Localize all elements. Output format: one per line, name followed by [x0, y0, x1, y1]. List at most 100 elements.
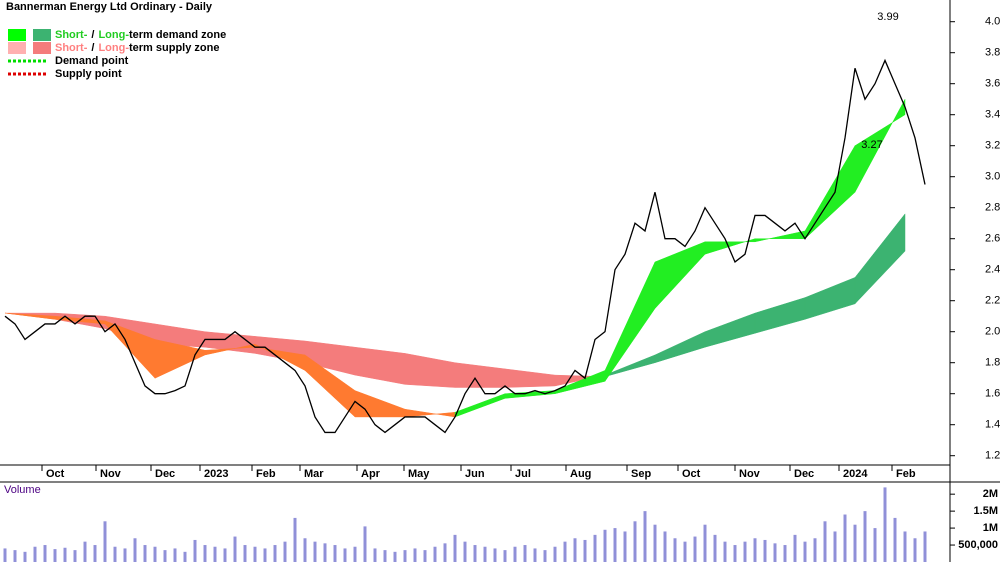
legend-text: Long- [98, 42, 129, 54]
annotation: 3.99 [877, 11, 898, 23]
y-tick-label: 1.8 [985, 357, 1000, 369]
volume-bar [793, 534, 797, 562]
volume-bar [663, 531, 667, 562]
legend-text: term supply zone [129, 42, 219, 54]
volume-bar [203, 545, 207, 562]
legend-swatch [8, 29, 26, 41]
volume-bar [783, 545, 787, 562]
y-tick-label: 3.6 [985, 78, 1000, 90]
legend-swatch [33, 29, 51, 41]
volume-bar [733, 545, 737, 562]
volume-bar [743, 541, 747, 562]
y-tick-label: 2.0 [985, 326, 1000, 338]
volume-bar [713, 534, 717, 562]
y-tick-label: 2.2 [985, 295, 1000, 307]
y-tick-label: 1.6 [985, 388, 1000, 400]
volume-bar [903, 531, 907, 562]
volume-bar [683, 541, 687, 562]
legend-text: term demand zone [129, 29, 226, 41]
x-tick-label: 2024 [843, 468, 868, 480]
legend-label: Demand point [55, 55, 129, 67]
volume-bar [463, 541, 467, 562]
y-tick-label: 4.0 [985, 16, 1000, 28]
x-tick-label: Sep [631, 468, 651, 480]
volume-bar [423, 550, 427, 562]
volume-bar [383, 550, 387, 562]
volume-bar [3, 548, 7, 562]
volume-bar [563, 541, 567, 562]
volume-bar [593, 534, 597, 562]
volume-bar [573, 538, 577, 562]
volume-tick-label: 1M [983, 522, 998, 534]
volume-bar [393, 551, 397, 562]
volume-bar [243, 545, 247, 562]
price-line [4, 58, 926, 434]
volume-bar [553, 546, 557, 562]
volume-bar [103, 521, 107, 562]
volume-bar [853, 524, 857, 562]
x-tick-label: Oct [682, 468, 701, 480]
volume-bar [913, 538, 917, 562]
x-tick-label: Aug [570, 468, 591, 480]
volume-bar [73, 550, 77, 562]
volume-title: Volume [4, 484, 41, 496]
volume-bar [883, 487, 887, 562]
y-tick-label: 2.6 [985, 233, 1000, 245]
zone-segment [854, 213, 906, 305]
volume-bar [193, 539, 197, 562]
volume-tick-label: 2M [983, 488, 998, 500]
volume-bar [283, 541, 287, 562]
volume-bar [523, 545, 527, 562]
volume-bar [253, 546, 257, 562]
legend-text: / [91, 42, 94, 54]
volume-bar [753, 538, 757, 562]
y-tick-label: 3.2 [985, 140, 1000, 152]
volume-bar [453, 534, 457, 562]
legend-text: Short- [55, 42, 88, 54]
volume-bar [513, 546, 517, 562]
y-tick-label: 2.8 [985, 202, 1000, 214]
volume-tick-label: 500,000 [958, 539, 998, 551]
volume-bar [623, 531, 627, 562]
volume-bar [653, 524, 657, 562]
x-tick-label: Oct [46, 468, 65, 480]
y-tick-label: 1.2 [985, 450, 1000, 462]
volume-bar [133, 538, 137, 562]
y-tick-label: 3.4 [985, 109, 1000, 121]
volume-bar [123, 548, 127, 562]
x-tick-label: Feb [896, 468, 916, 480]
volume-bar [863, 511, 867, 562]
y-tick-label: 1.4 [985, 419, 1000, 431]
volume-bar [443, 543, 447, 562]
legend-text: Supply point [55, 68, 122, 80]
volume-bar [843, 514, 847, 562]
volume-tick-label: 1.5M [974, 505, 998, 517]
x-tick-label: Feb [256, 468, 276, 480]
volume-bar [503, 550, 507, 562]
volume-bar [23, 551, 27, 562]
volume-bar [703, 524, 707, 562]
volume-bar [633, 521, 637, 562]
volume-bar [323, 543, 327, 562]
volume-bar [823, 521, 827, 562]
volume-bar [723, 541, 727, 562]
volume-bar [373, 548, 377, 562]
x-tick-label: Jul [515, 468, 531, 480]
volume-bar [263, 548, 267, 562]
volume-bar [433, 546, 437, 562]
volume-bar [693, 536, 697, 562]
volume-bar [643, 511, 647, 562]
volume-bar [53, 549, 57, 562]
volume-bar [223, 548, 227, 562]
volume-bar [83, 541, 87, 562]
volume-bar [183, 551, 187, 562]
volume-bar [113, 546, 117, 562]
volume-bar [763, 539, 767, 562]
volume-bar [313, 541, 317, 562]
x-tick-label: 2023 [204, 468, 228, 480]
legend-swatch [33, 42, 51, 54]
volume-bar [333, 545, 337, 562]
legend-label: Supply point [55, 68, 122, 80]
volume-bar [143, 545, 147, 562]
